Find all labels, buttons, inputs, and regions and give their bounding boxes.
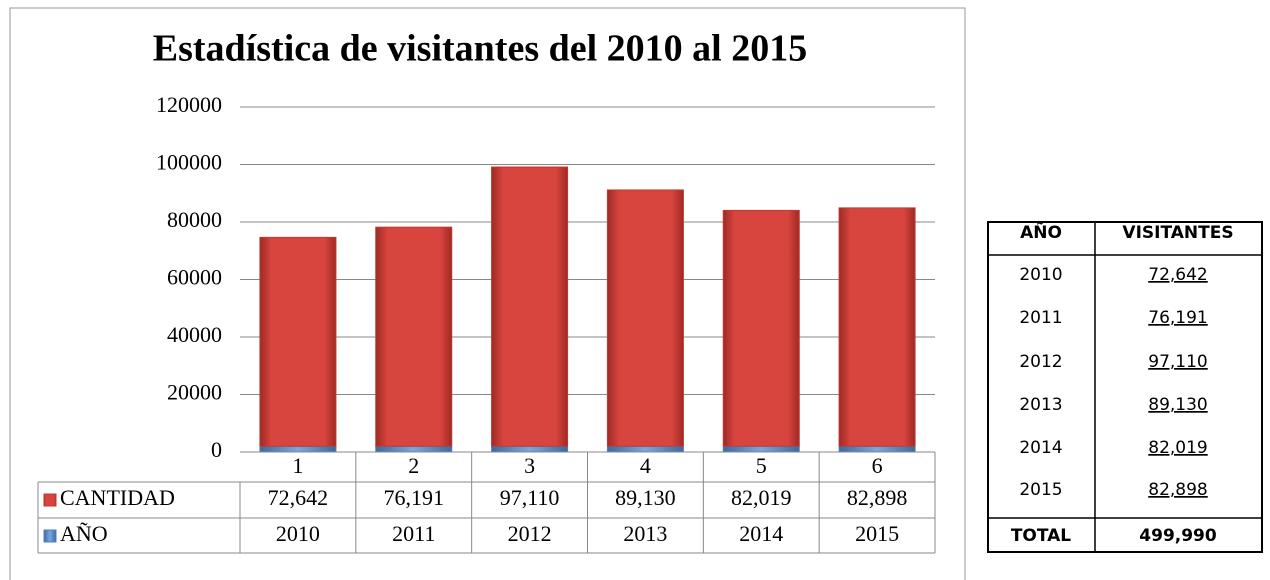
x-tick-label: 6 — [872, 453, 883, 478]
data-label: 2014 — [739, 521, 783, 546]
data-label: 2013 — [623, 521, 667, 546]
bar-segment — [375, 445, 453, 453]
bar-segment — [606, 445, 684, 453]
x-tick-label: 3 — [524, 453, 535, 478]
bar-segment — [491, 445, 569, 453]
table-cell: 76,191 — [1148, 308, 1207, 328]
data-label: 2011 — [392, 521, 435, 546]
chart-title: Estadística de visitantes del 2010 al 20… — [153, 28, 807, 70]
data-label: 82,898 — [847, 485, 908, 510]
y-tick-label: 0 — [211, 437, 222, 462]
x-tick-label: 1 — [292, 453, 303, 478]
table-cell: 82,898 — [1148, 480, 1207, 500]
data-label: 76,191 — [384, 485, 445, 510]
table-cell: 2014 — [1019, 438, 1062, 458]
legend-key — [43, 493, 57, 507]
x-tick-label: 5 — [756, 453, 767, 478]
y-tick-label: 40000 — [167, 322, 222, 347]
bar-segment — [722, 445, 800, 453]
bar-segment — [375, 226, 453, 447]
data-label: 2012 — [508, 521, 552, 546]
table-cell: 82,019 — [1148, 438, 1207, 458]
x-tick-label: 4 — [640, 453, 651, 478]
data-label: 2010 — [276, 521, 320, 546]
chart-frame — [9, 7, 966, 580]
y-tick-label: 80000 — [167, 207, 222, 232]
table-cell: 89,130 — [1148, 395, 1207, 415]
y-tick-label: 100000 — [156, 150, 222, 175]
data-label: 82,019 — [731, 485, 792, 510]
table-header: AÑO — [1020, 220, 1062, 243]
table-header: VISITANTES — [1122, 223, 1233, 243]
y-tick-label: 120000 — [156, 92, 222, 117]
table-frame — [987, 221, 1263, 553]
y-tick-label: 20000 — [167, 380, 222, 405]
table-cell: 2011 — [1019, 308, 1062, 328]
bar-segment — [838, 207, 916, 447]
table-total: TOTAL — [1011, 526, 1071, 546]
bar-segment — [259, 236, 337, 447]
x-tick-label: 2 — [408, 453, 419, 478]
table-cell: 2015 — [1019, 480, 1062, 500]
data-label: 89,130 — [615, 485, 676, 510]
legend-label: CANTIDAD — [60, 485, 175, 510]
bar-segment — [259, 445, 337, 453]
bar-segment — [606, 189, 684, 447]
table-cell: 2013 — [1019, 395, 1062, 415]
legend-key — [43, 529, 57, 543]
table-cell: 2010 — [1019, 265, 1062, 285]
y-tick-label: 60000 — [167, 265, 222, 290]
bar-segment — [491, 166, 569, 447]
table-cell: 72,642 — [1148, 265, 1207, 285]
data-label: 97,110 — [500, 485, 560, 510]
bar-segment — [722, 209, 800, 447]
bar-segment — [838, 445, 916, 453]
table-cell: 2012 — [1019, 352, 1062, 372]
data-label: 72,642 — [268, 485, 329, 510]
table-cell: 97,110 — [1148, 352, 1207, 372]
table-total: 499,990 — [1139, 526, 1217, 546]
legend-label: AÑO — [60, 521, 108, 546]
data-label: 2015 — [855, 521, 899, 546]
